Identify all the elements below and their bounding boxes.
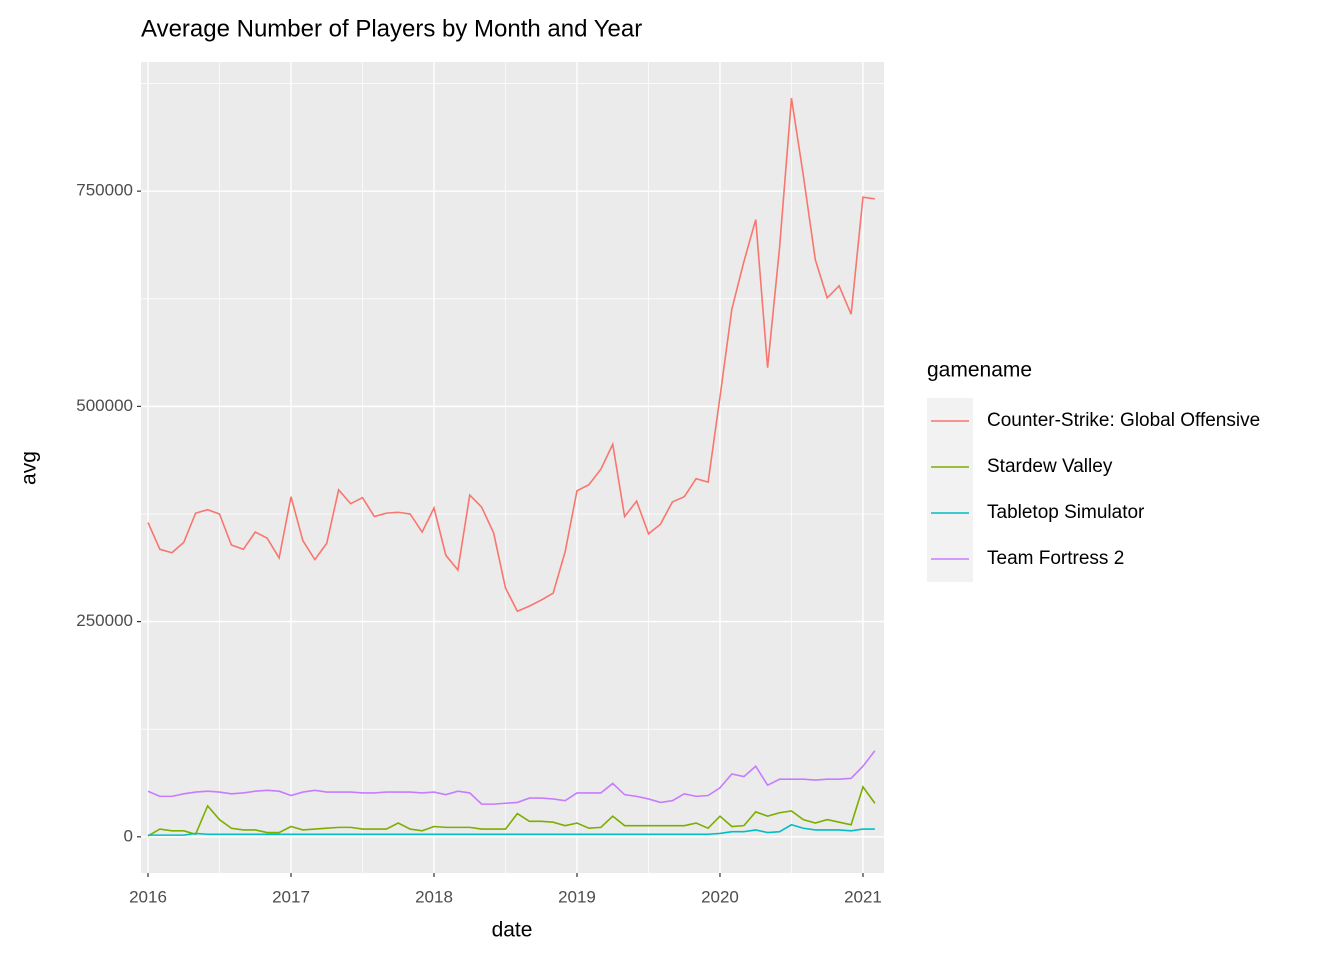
series-line <box>147 750 876 805</box>
legend-label: Stardew Valley <box>987 456 1113 477</box>
x-axis-label: date <box>492 919 533 942</box>
legend-label: Counter-Strike: Global Offensive <box>987 410 1260 431</box>
x-tick-label: 2021 <box>844 887 882 906</box>
series-line <box>147 785 876 837</box>
y-tick-label: 500000 <box>76 396 133 415</box>
series-line <box>147 98 875 613</box>
legend-label: Tabletop Simulator <box>987 502 1145 523</box>
plot-panel <box>141 62 884 873</box>
x-tick-label: 2017 <box>272 887 310 906</box>
y-tick-label: 750000 <box>76 181 133 200</box>
series-line <box>148 823 875 836</box>
legend-label: Team Fortress 2 <box>987 548 1124 569</box>
y-tick-label: 0 <box>124 826 133 845</box>
y-tick-label: 250000 <box>76 611 133 630</box>
x-tick-label: 2020 <box>701 887 739 906</box>
legend-title: gamename <box>927 359 1032 382</box>
y-axis-label: avg <box>18 451 41 485</box>
x-tick-label: 2019 <box>558 887 596 906</box>
chart-title: Average Number of Players by Month and Y… <box>141 15 642 42</box>
x-tick-label: 2018 <box>415 887 453 906</box>
x-tick-label: 2016 <box>129 887 167 906</box>
